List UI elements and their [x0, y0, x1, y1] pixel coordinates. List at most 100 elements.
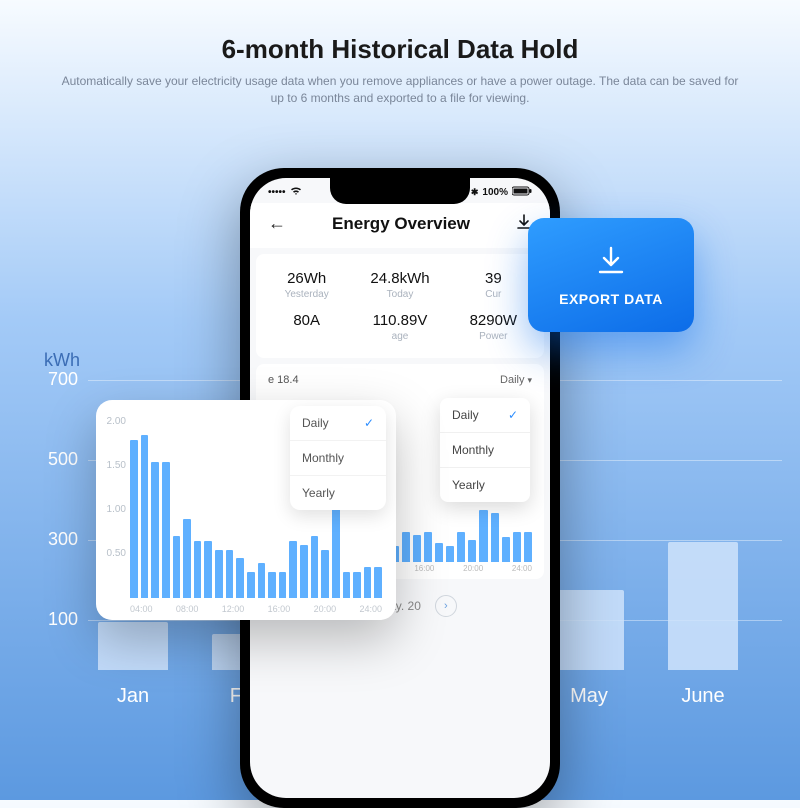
- zoom-bar: [162, 462, 170, 598]
- phone-notch: [330, 178, 470, 204]
- zoom-bar: [236, 558, 244, 598]
- zoomed-chart-card: 2.00 1.50 1.00 0.50 04:00 08:00 12:00 16:00 20:…: [96, 400, 396, 620]
- zoom-bar: [194, 541, 202, 598]
- bg-xlabel: May: [554, 685, 624, 708]
- zoom-bar: [183, 519, 191, 598]
- zoom-bar: [141, 435, 149, 598]
- hour-bar: [457, 532, 465, 562]
- hour-bar: [435, 543, 443, 562]
- bluetooth-icon: ✱: [471, 187, 479, 198]
- page-subtitle: Automatically save your electricity usag…: [60, 73, 740, 107]
- zoom-ytick: 1.00: [102, 504, 126, 515]
- download-icon: [594, 244, 628, 285]
- battery-text: 100%: [482, 187, 508, 198]
- zoom-bar: [364, 567, 372, 598]
- zoom-bar: [353, 572, 361, 598]
- hour-bar: [413, 535, 421, 563]
- mini-xtick: 24:00: [512, 564, 532, 573]
- bg-bar: [98, 622, 168, 670]
- zoom-ytick: 2.00: [102, 416, 126, 427]
- zoom-xtick: 08:00: [176, 604, 199, 614]
- stat-cell: 39 Cur: [447, 264, 540, 306]
- bg-ytick: 300: [36, 529, 78, 550]
- zoom-bar: [215, 550, 223, 598]
- stat-label: age: [355, 331, 444, 342]
- stats-grid: 26Wh Yesterday 24.8kWh Today 39 Cur 80A …: [256, 254, 544, 358]
- hour-bar: [479, 510, 487, 562]
- zoom-xtick: 20:00: [314, 604, 337, 614]
- zoom-dropdown-item-monthly[interactable]: Monthly: [290, 441, 386, 476]
- stat-cell: 26Wh Yesterday: [260, 264, 353, 306]
- mini-xtick: 16:00: [414, 564, 434, 573]
- zoom-bar: [332, 501, 340, 598]
- zoom-dropdown-item-daily[interactable]: Daily✓: [290, 406, 386, 441]
- hour-bar: [424, 532, 432, 562]
- export-label: EXPORT DATA: [559, 291, 663, 307]
- stat-value: 39: [449, 270, 538, 287]
- battery-icon: [512, 186, 532, 199]
- zoom-bar: [268, 572, 276, 598]
- zoom-bar: [321, 550, 329, 598]
- bg-xlabel: Jan: [98, 685, 168, 708]
- zoom-bar: [247, 572, 255, 598]
- hour-bar: [446, 546, 454, 563]
- zoom-xtick: 16:00: [268, 604, 291, 614]
- mini-xtick: 20:00: [463, 564, 483, 573]
- screen-title: Energy Overview: [332, 214, 470, 234]
- bg-chart-ylabel: kWh: [44, 350, 80, 371]
- stat-value: 80A: [262, 312, 351, 329]
- zoom-period-dropdown[interactable]: Daily✓MonthlyYearly: [290, 406, 386, 510]
- zoom-bar: [343, 572, 351, 598]
- zoom-xtick: 12:00: [222, 604, 245, 614]
- bg-xlabel: June: [668, 685, 738, 708]
- period-label: Daily: [500, 374, 524, 386]
- dropdown-item-monthly[interactable]: Monthly: [440, 433, 530, 468]
- period-dropdown[interactable]: Daily✓MonthlyYearly: [440, 398, 530, 502]
- dropdown-item-yearly[interactable]: Yearly: [440, 468, 530, 502]
- screen-header: ← Energy Overview: [250, 203, 550, 248]
- hour-bar: [402, 532, 410, 562]
- back-button[interactable]: ←: [268, 213, 286, 234]
- zoom-bar: [204, 541, 212, 598]
- stat-value: 110.89V: [355, 312, 444, 329]
- wifi-icon: [290, 186, 302, 199]
- stat-value: 8290W: [449, 312, 538, 329]
- zoom-xtick: 04:00: [130, 604, 153, 614]
- dropdown-item-daily[interactable]: Daily✓: [440, 398, 530, 433]
- zoom-bar: [279, 572, 287, 598]
- bg-ytick: 100: [36, 609, 78, 630]
- hour-bar: [513, 532, 521, 562]
- hour-bar: [491, 513, 499, 563]
- hour-bar: [502, 537, 510, 562]
- export-data-badge[interactable]: EXPORT DATA: [528, 218, 694, 332]
- hour-bar: [468, 540, 476, 562]
- chevron-down-icon: ▾: [527, 375, 532, 386]
- check-icon: ✓: [364, 416, 374, 430]
- chart-head-left: e 18.4: [268, 374, 299, 386]
- stat-label: Power: [449, 331, 538, 342]
- page-title: 6-month Historical Data Hold: [0, 0, 800, 65]
- stat-label: Cur: [449, 289, 538, 300]
- zoom-bar: [374, 567, 382, 598]
- zoom-bar: [130, 440, 138, 598]
- stat-value: 26Wh: [262, 270, 351, 287]
- zoom-dropdown-item-yearly[interactable]: Yearly: [290, 476, 386, 510]
- bg-ytick: 500: [36, 449, 78, 470]
- zoom-xtick: 24:00: [359, 604, 382, 614]
- zoom-ytick: 0.50: [102, 548, 126, 559]
- stat-label: Today: [355, 289, 444, 300]
- stat-cell: 80A: [260, 306, 353, 348]
- stat-cell: 110.89V age: [353, 306, 446, 348]
- stat-cell: 8290W Power: [447, 306, 540, 348]
- signal-icon: •••••: [268, 187, 286, 198]
- zoom-bar: [151, 462, 159, 598]
- period-selector[interactable]: Daily ▾: [500, 374, 532, 386]
- stat-value: 24.8kWh: [355, 270, 444, 287]
- zoom-bar: [300, 545, 308, 598]
- zoom-bar: [289, 541, 297, 598]
- zoom-bar: [173, 536, 181, 598]
- bg-bar: [668, 542, 738, 670]
- zoom-bar: [258, 563, 266, 598]
- zoom-ytick: 1.50: [102, 460, 126, 471]
- next-day-button[interactable]: ›: [435, 595, 457, 617]
